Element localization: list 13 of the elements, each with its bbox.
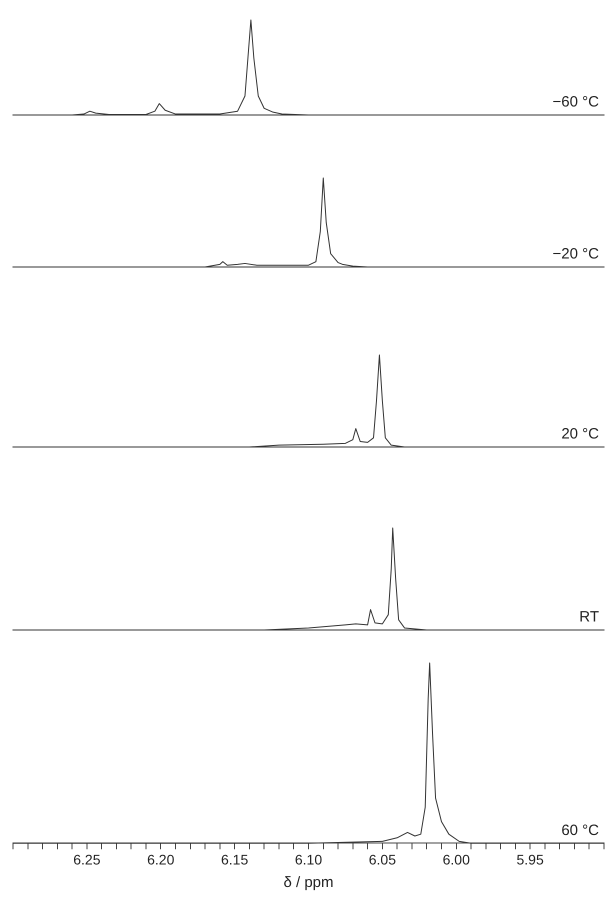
x-tick-label: 5.95 bbox=[516, 851, 544, 868]
x-tick-label: 6.00 bbox=[442, 851, 470, 868]
x-tick-label: 6.10 bbox=[294, 851, 322, 868]
annotation: RT bbox=[579, 608, 599, 626]
annotation: −20 °C bbox=[552, 246, 600, 263]
annotation: −60 °C bbox=[552, 94, 600, 111]
x-tick-label: 6.05 bbox=[368, 851, 396, 868]
annotation: 60 °C bbox=[561, 822, 600, 839]
annotation: 20 °C bbox=[561, 426, 600, 443]
x-axis-title: δ / ppm bbox=[283, 874, 334, 892]
x-tick-label: 6.15 bbox=[221, 851, 248, 868]
x-tick-label: 6.20 bbox=[147, 851, 175, 868]
x-tick-label: 6.25 bbox=[73, 851, 101, 868]
